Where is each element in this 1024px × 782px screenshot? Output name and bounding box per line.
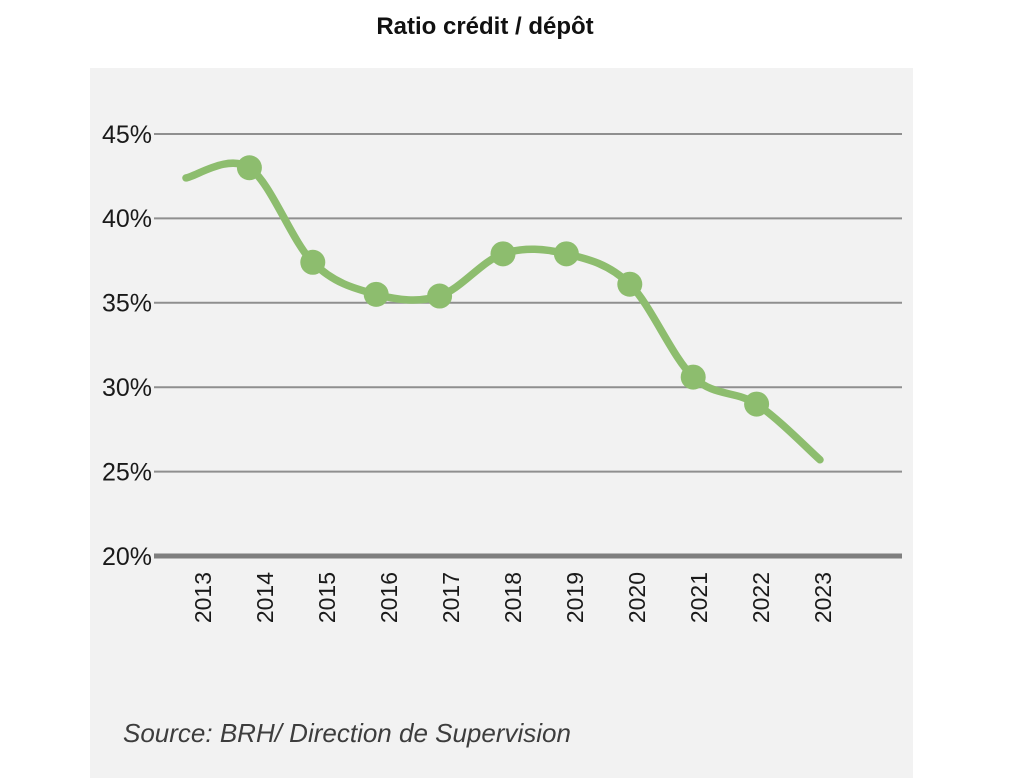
x-axis-tick-label: 2017 [438, 572, 464, 623]
x-axis-tick-label: 2015 [314, 572, 340, 623]
data-point-marker [680, 364, 706, 390]
x-axis-tick-label: 2019 [562, 572, 588, 623]
x-axis-tick-label: 2014 [252, 572, 278, 623]
y-axis-tick-label: 25% [102, 458, 152, 486]
y-axis-tick-label: 30% [102, 374, 152, 402]
data-point-marker [363, 281, 389, 307]
y-axis-tick-label: 35% [102, 290, 152, 318]
chart-title: Ratio crédit / dépôt [376, 13, 594, 40]
data-point-marker [427, 283, 453, 309]
data-point-marker [553, 241, 579, 267]
x-axis-tick-label: 2016 [376, 572, 402, 623]
data-point-marker [300, 249, 326, 275]
x-axis-tick-label: 2018 [500, 572, 526, 623]
chart-panel: 45% 40% 35% 30% 25% 20% 2013 2014 2015 2016 2017 20… [90, 68, 913, 778]
y-axis-tick-label: 45% [102, 121, 152, 149]
data-point-marker [236, 155, 262, 181]
x-axis-tick-label: 2022 [748, 572, 774, 623]
x-axis-tick-label: 2013 [190, 572, 216, 623]
x-axis-tick-label: 2020 [624, 572, 650, 623]
y-axis-tick-label: 20% [102, 543, 152, 571]
x-axis-tick-label: 2023 [810, 572, 836, 623]
line-chart: 45% 40% 35% 30% 25% 20% 2013 2014 2015 2016 2017 20… [102, 121, 902, 623]
y-axis-tick-label: 40% [102, 205, 152, 233]
data-point-marker [490, 241, 516, 267]
source-caption: Source: BRH/ Direction de Supervision [123, 718, 571, 748]
ratio-line [182, 159, 824, 464]
x-axis-tick-label: 2021 [686, 572, 712, 623]
data-point-marker [744, 391, 770, 417]
data-point-marker [617, 271, 643, 297]
